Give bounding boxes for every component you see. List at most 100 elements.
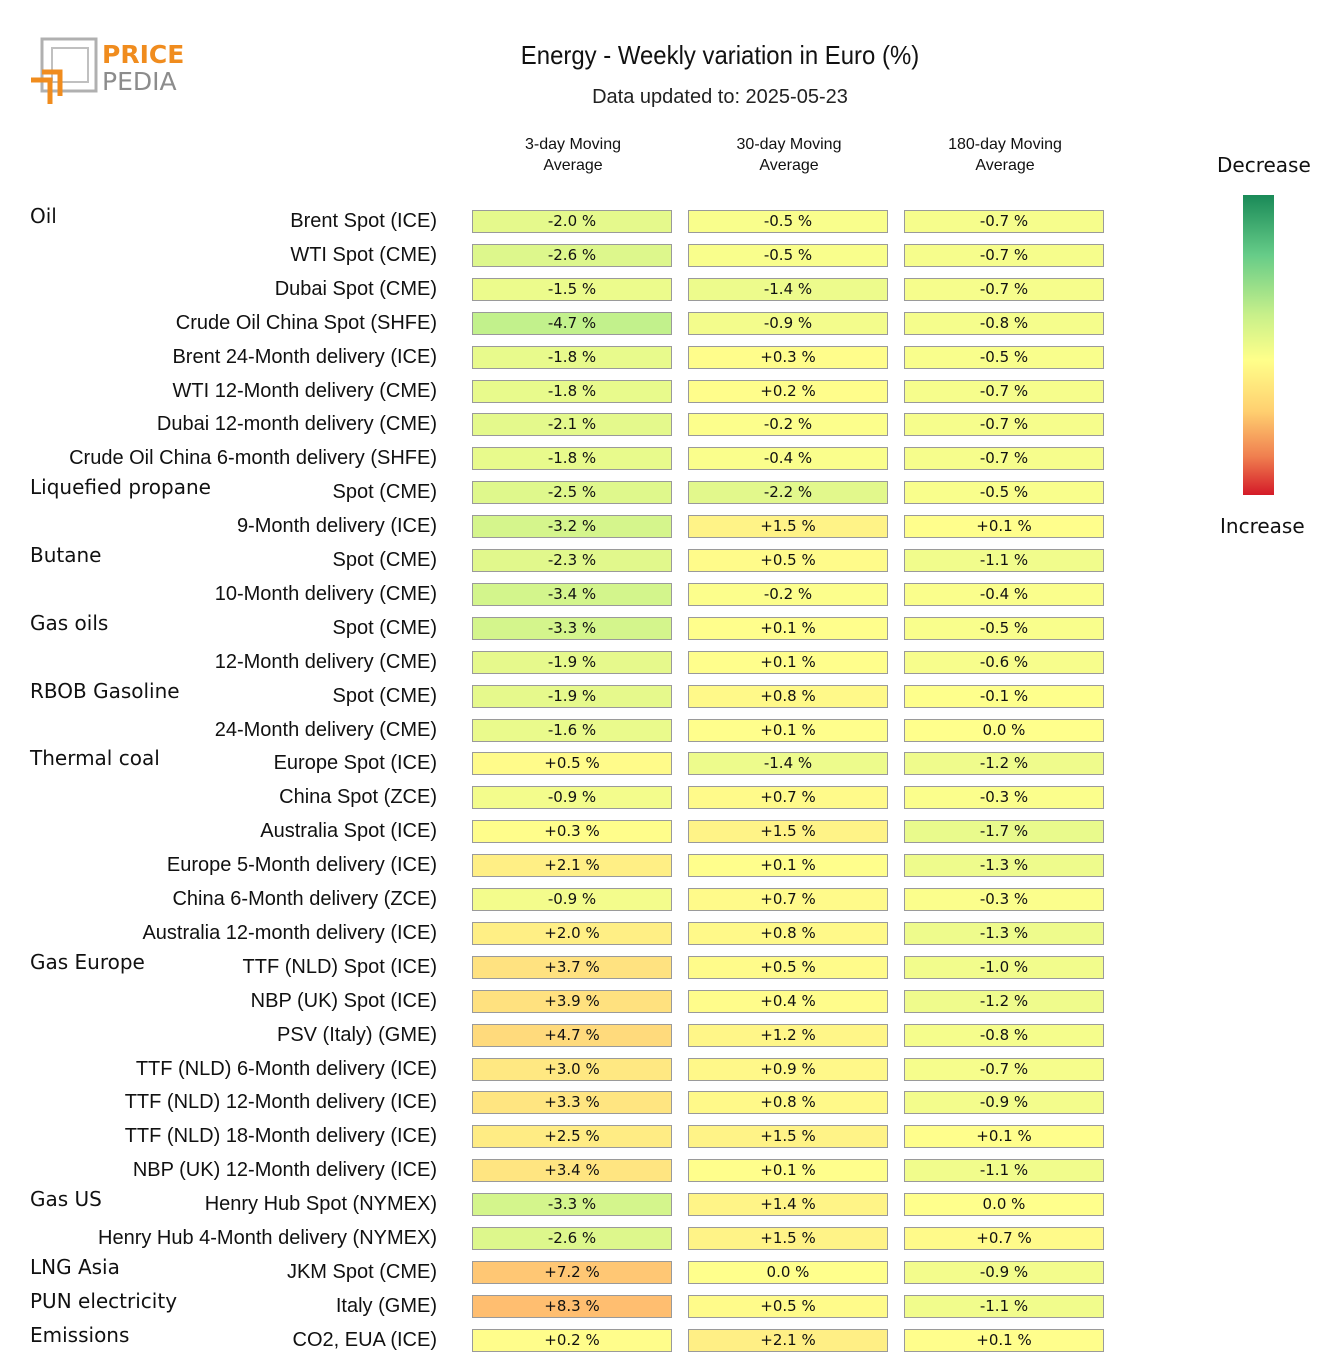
chart-title: Energy - Weekly variation in Euro (%) [520, 40, 920, 70]
value-cell: +3.4 % [472, 1159, 672, 1182]
value-cell: -1.7 % [904, 820, 1104, 843]
value-cell: +0.1 % [904, 515, 1104, 538]
value-cell: +0.5 % [688, 956, 888, 979]
group-label: Gas Europe [30, 950, 145, 974]
value-cell: +0.2 % [688, 380, 888, 403]
row-label: China Spot (ZCE) [279, 786, 437, 808]
value-cell: -2.5 % [472, 481, 672, 504]
value-cell: -1.4 % [688, 752, 888, 775]
value-cell: -0.5 % [904, 481, 1104, 504]
row-label: 9-Month delivery (ICE) [236, 515, 437, 537]
group-label: LNG Asia [30, 1255, 120, 1279]
row-label: NBP (UK) 12-Month delivery (ICE) [132, 1159, 437, 1181]
value-cell: -0.9 % [472, 786, 672, 809]
value-cell: -0.2 % [688, 583, 888, 606]
row-label: Spot (CME) [332, 617, 437, 639]
value-cell: -0.7 % [904, 413, 1104, 436]
value-cell: -4.7 % [472, 312, 672, 335]
value-cell: -0.6 % [904, 651, 1104, 674]
value-cell: +0.7 % [688, 786, 888, 809]
value-cell: +1.5 % [688, 820, 888, 843]
value-cell: +2.1 % [472, 854, 672, 877]
row-label: NBP (UK) Spot (ICE) [250, 990, 437, 1012]
row-label: TTF (NLD) Spot (ICE) [242, 956, 437, 978]
value-cell: +2.0 % [472, 922, 672, 945]
value-cell: -0.3 % [904, 786, 1104, 809]
value-cell: +0.7 % [904, 1227, 1104, 1250]
value-cell: -0.8 % [904, 1024, 1104, 1047]
value-cell: +0.9 % [688, 1058, 888, 1081]
value-cell: -0.7 % [904, 380, 1104, 403]
value-cell: +3.7 % [472, 956, 672, 979]
value-cell: +3.9 % [472, 990, 672, 1013]
row-label: WTI Spot (CME) [290, 244, 437, 266]
value-cell: -1.2 % [904, 990, 1104, 1013]
row-label: Australia 12-month delivery (ICE) [142, 922, 437, 944]
value-cell: -2.2 % [688, 481, 888, 504]
row-label: Europe Spot (ICE) [273, 752, 437, 774]
row-label: WTI 12-Month delivery (CME) [172, 380, 438, 402]
value-cell: -1.6 % [472, 719, 672, 742]
value-cell: +0.1 % [904, 1125, 1104, 1148]
value-cell: -0.3 % [904, 888, 1104, 911]
value-cell: -3.2 % [472, 515, 672, 538]
value-cell: +0.8 % [688, 685, 888, 708]
row-label: PSV (Italy) (GME) [276, 1024, 437, 1046]
value-cell: +0.1 % [688, 1159, 888, 1182]
value-cell: +7.2 % [472, 1261, 672, 1284]
value-cell: -2.6 % [472, 244, 672, 267]
logo-word-price: PRICE [102, 40, 184, 69]
value-cell: +4.7 % [472, 1024, 672, 1047]
column-header-30day: 30-day Moving Average [736, 136, 842, 174]
row-label: China 6-Month delivery (ZCE) [172, 888, 437, 910]
value-cell: +0.3 % [688, 346, 888, 369]
value-cell: +2.1 % [688, 1329, 888, 1352]
value-cell: +1.5 % [688, 1227, 888, 1250]
value-cell: -0.1 % [904, 685, 1104, 708]
value-cell: -0.5 % [904, 346, 1104, 369]
value-cell: -3.4 % [472, 583, 672, 606]
group-label: PUN electricity [30, 1289, 178, 1313]
value-cell: -1.2 % [904, 752, 1104, 775]
pricepedia-logo: PRICE PEDIA [31, 37, 184, 104]
row-label: 12-Month delivery (CME) [214, 651, 437, 673]
value-cell: -2.1 % [472, 413, 672, 436]
row-label: Crude Oil China 6-month delivery (SHFE) [69, 447, 437, 469]
value-cell: -0.7 % [904, 278, 1104, 301]
value-cell: -0.9 % [904, 1261, 1104, 1284]
value-cell: +0.4 % [688, 990, 888, 1013]
value-cell: -1.0 % [904, 956, 1104, 979]
row-label: Spot (CME) [332, 685, 437, 707]
value-cell: -0.8 % [904, 312, 1104, 335]
value-cell: 0.0 % [904, 719, 1104, 742]
row-label: 10-Month delivery (CME) [214, 583, 437, 605]
value-cell: 0.0 % [904, 1193, 1104, 1216]
value-cell: -0.5 % [904, 617, 1104, 640]
group-label: Gas oils [30, 611, 109, 635]
value-cell: +3.0 % [472, 1058, 672, 1081]
value-cell: +0.2 % [472, 1329, 672, 1352]
value-cell: -1.3 % [904, 922, 1104, 945]
row-label: Australia Spot (ICE) [260, 820, 437, 842]
row-label: JKM Spot (CME) [286, 1261, 437, 1283]
value-cell: +8.3 % [472, 1295, 672, 1318]
value-cell: -1.8 % [472, 447, 672, 470]
row-label: TTF (NLD) 6-Month delivery (ICE) [135, 1058, 437, 1080]
value-cell: +1.4 % [688, 1193, 888, 1216]
value-cell: -1.9 % [472, 685, 672, 708]
value-cell: +0.5 % [688, 1295, 888, 1318]
value-cell: +0.5 % [688, 549, 888, 572]
value-cell: -0.9 % [472, 888, 672, 911]
value-cell: -3.3 % [472, 1193, 672, 1216]
group-label: Butane [30, 543, 102, 567]
group-label: Emissions [30, 1323, 130, 1347]
value-cell: +0.3 % [472, 820, 672, 843]
value-cell: -1.5 % [472, 278, 672, 301]
value-cell: +1.5 % [688, 1125, 888, 1148]
row-label: TTF (NLD) 18-Month delivery (ICE) [124, 1125, 437, 1147]
group-label: Gas US [30, 1187, 102, 1211]
value-cell: -0.7 % [904, 210, 1104, 233]
value-cell: -1.1 % [904, 549, 1104, 572]
value-cell: -0.9 % [688, 312, 888, 335]
group-label: RBOB Gasoline [30, 679, 180, 703]
